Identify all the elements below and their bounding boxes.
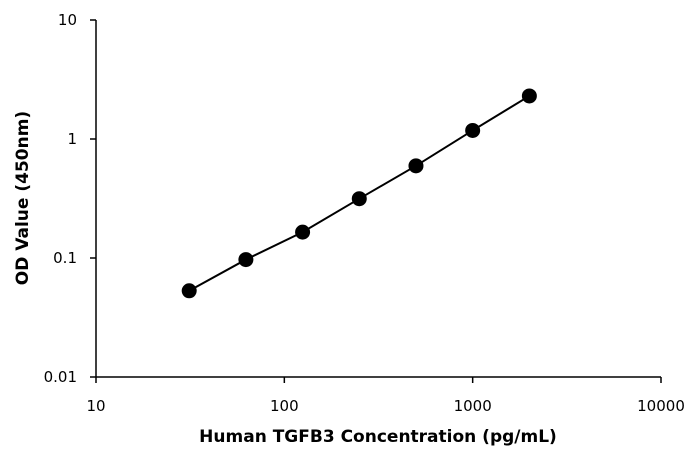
data-point	[295, 224, 311, 240]
data-series	[181, 88, 537, 299]
data-point	[465, 122, 481, 138]
data-point	[408, 158, 424, 174]
y-tick-label: 0.01	[44, 368, 77, 386]
y-axis-ticks: 0.01 0.1 1 10	[44, 11, 96, 386]
x-tick-label: 10000	[637, 397, 685, 415]
data-point	[238, 252, 254, 268]
data-point	[521, 88, 537, 104]
x-tick-label: 100	[270, 397, 299, 415]
data-point	[351, 191, 367, 207]
y-tick-label: 1	[67, 130, 77, 148]
x-axis-title: Human TGFB3 Concentration (pg/mL)	[199, 427, 557, 447]
y-axis-title: OD Value (450nm)	[13, 111, 33, 285]
x-axis-ticks: 10 100 1000 10000	[86, 377, 685, 415]
y-tick-label: 0.1	[53, 249, 77, 267]
y-tick-label: 10	[58, 11, 77, 29]
x-tick-label: 1000	[454, 397, 492, 415]
x-tick-label: 10	[86, 397, 105, 415]
data-point	[181, 283, 197, 299]
